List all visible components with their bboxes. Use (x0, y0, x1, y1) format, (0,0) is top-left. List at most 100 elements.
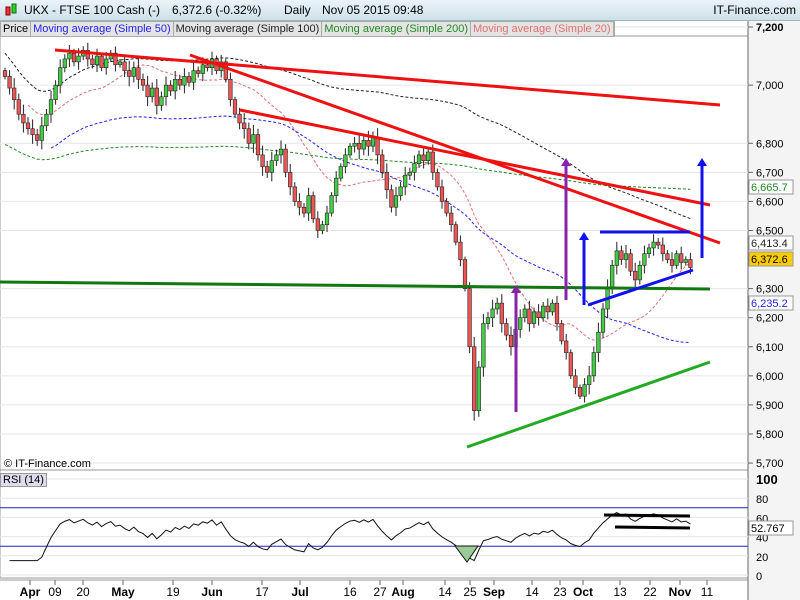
candle (651, 241, 656, 249)
y-tick-label: 5,900 (756, 400, 784, 412)
candle (623, 253, 629, 260)
y-tick-label: 6,200 (756, 313, 784, 325)
candle (58, 67, 63, 86)
candle (485, 317, 491, 324)
x-tick-label: Jun (201, 585, 222, 599)
candle (343, 154, 348, 167)
candle (352, 142, 357, 147)
legend-sma20[interactable]: Moving average (Simple 20) (471, 22, 614, 36)
candle (633, 270, 638, 281)
rsi-line (9, 512, 691, 562)
candle (104, 58, 109, 68)
candle (334, 177, 339, 196)
candle (513, 329, 518, 348)
candle (421, 154, 426, 162)
candle (683, 259, 688, 263)
candle (228, 79, 233, 100)
rsi-label: RSI (14) (0, 473, 47, 487)
candle (416, 154, 422, 164)
y-tick-label: 7,000 (756, 80, 784, 92)
candle (656, 241, 661, 246)
rsi-panel-frame (0, 469, 749, 579)
candle (21, 113, 26, 124)
candle (338, 166, 343, 179)
rsi-channel-top (603, 513, 691, 518)
x-tick-label: 14 (525, 585, 539, 599)
candle (200, 64, 205, 74)
candle (527, 308, 532, 324)
candle (205, 64, 210, 68)
candle (688, 259, 693, 268)
candle (536, 311, 541, 318)
candle (67, 52, 72, 60)
candle (619, 250, 624, 260)
candle (237, 113, 242, 124)
candle (196, 70, 201, 74)
candle (145, 84, 150, 98)
candle (568, 352, 573, 377)
candle (380, 154, 385, 173)
candle (407, 172, 412, 176)
arrow-purple-2-head (561, 158, 571, 166)
sma50-value-box (748, 295, 794, 311)
candle (637, 265, 642, 281)
y-tick-label: 5,700 (756, 458, 784, 470)
candle (610, 265, 615, 289)
arrow-blue-2-head (697, 158, 707, 166)
candle (76, 55, 81, 63)
candle (25, 122, 31, 130)
arrow-purple-1-head (511, 285, 521, 293)
candle (117, 61, 123, 66)
sma100-line (4, 52, 691, 220)
candle (674, 253, 679, 266)
candle (596, 331, 601, 353)
candle (48, 99, 54, 115)
candle (209, 58, 215, 68)
x-tick-label: 20 (76, 585, 90, 599)
candle (550, 302, 555, 313)
candle (269, 160, 274, 173)
candle (278, 148, 284, 156)
candle (449, 212, 454, 225)
y-tick-label: 6,100 (756, 342, 784, 354)
sma20-line (27, 64, 691, 341)
candle (168, 84, 173, 92)
legend-price[interactable]: Price (1, 22, 32, 36)
candle (85, 49, 90, 60)
x-tick-label: 16 (343, 585, 357, 599)
candle (554, 302, 560, 324)
candle (508, 334, 514, 348)
candle (191, 70, 196, 83)
price-panel-frame (0, 35, 749, 471)
candle (444, 201, 449, 214)
candle (384, 172, 389, 191)
candle (154, 87, 159, 106)
candle (35, 134, 40, 141)
trendline-red-1 (54, 48, 721, 107)
x-tick-label: 13 (613, 585, 627, 599)
y-tick-label: 6,800 (756, 138, 784, 150)
last-price-box (748, 251, 794, 267)
candle (242, 122, 247, 130)
candle (81, 49, 86, 57)
candle (375, 137, 380, 156)
legend-sma50[interactable]: Moving average (Simple 50) (31, 22, 174, 36)
candle (320, 224, 325, 231)
legend-sma100[interactable]: Moving average (Simple 100) (174, 22, 323, 36)
title-bar: UKX - FTSE 100 Cash (-) 6,372.6 (-0.32%)… (0, 0, 800, 21)
sma200-value-box (748, 179, 794, 195)
trendline-red-2 (189, 53, 721, 245)
x-tick-label: 11 (701, 585, 714, 599)
period: Daily (284, 3, 311, 17)
candle (122, 61, 127, 71)
candle (628, 253, 633, 272)
legend-sma200[interactable]: Moving average (Simple 200) (322, 22, 472, 36)
x-tick-label: Sep (483, 585, 505, 599)
candle (435, 172, 440, 188)
y-tick-label: 5,800 (756, 429, 784, 441)
rsi-tick-label: 80 (756, 494, 768, 506)
indicator-legend: Price Moving average (Simple 50) Moving … (0, 21, 615, 37)
candle (315, 218, 320, 231)
candle (140, 79, 146, 86)
